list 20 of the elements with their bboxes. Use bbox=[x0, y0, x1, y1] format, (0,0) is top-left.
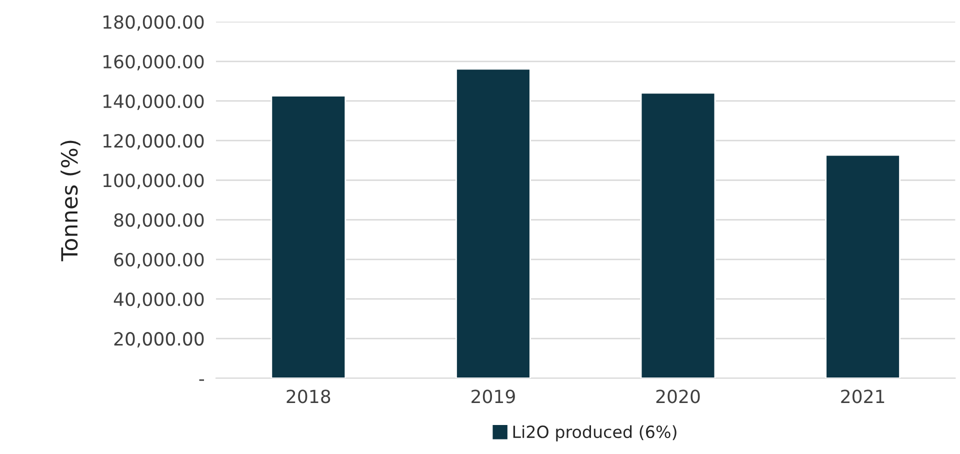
y-tick-label: 100,000.00 bbox=[103, 174, 204, 190]
y-tick-label: - bbox=[199, 379, 204, 381]
y-tick-label: 140,000.00 bbox=[103, 94, 204, 110]
bar bbox=[456, 68, 531, 378]
x-tick-label: 2020 bbox=[656, 390, 700, 404]
bar bbox=[270, 95, 346, 378]
bar bbox=[825, 154, 900, 378]
x-tick-label: 2018 bbox=[286, 390, 330, 404]
x-tick-label: 2021 bbox=[841, 390, 884, 404]
x-tick-label: 2019 bbox=[472, 390, 515, 404]
y-tick-label: 40,000.00 bbox=[114, 292, 204, 308]
y-axis-title: Tonnes (%) bbox=[60, 140, 80, 262]
y-tick-label: 120,000.00 bbox=[103, 134, 204, 150]
y-tick-label: 80,000.00 bbox=[114, 213, 204, 229]
legend-label: Li2O produced (6%) bbox=[513, 425, 676, 442]
y-tick-label: 20,000.00 bbox=[114, 332, 204, 348]
y-tick-label: 60,000.00 bbox=[114, 252, 204, 268]
y-tick-label: 160,000.00 bbox=[103, 54, 204, 70]
bar bbox=[640, 92, 716, 378]
y-tick-label: 180,000.00 bbox=[103, 15, 204, 31]
